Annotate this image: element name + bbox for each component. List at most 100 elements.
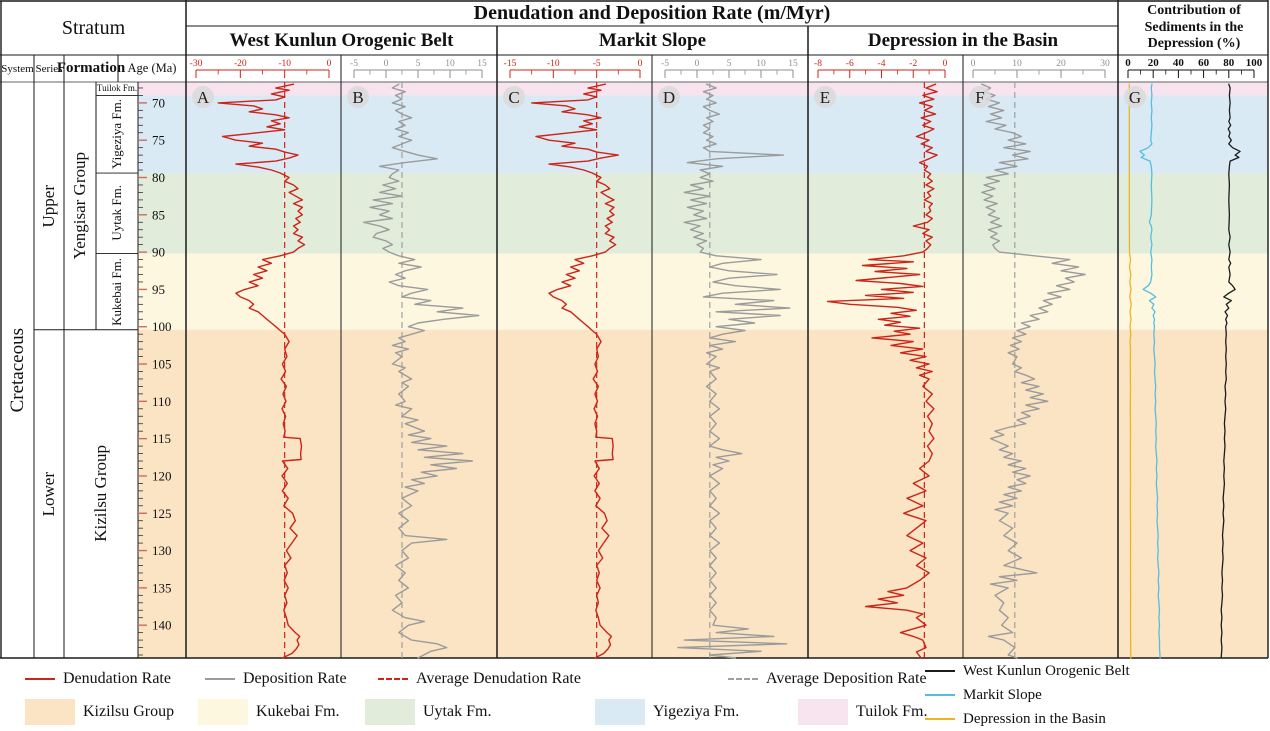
panel-badge-circle: [658, 86, 680, 108]
legend-line-swatch: [25, 678, 55, 680]
panel-badge-circle: [347, 86, 369, 108]
scale-tick-label: -20: [234, 59, 247, 69]
scale-tick-label: -4: [878, 59, 886, 69]
legend-label: Deposition Rate: [243, 670, 347, 687]
scale-tick-label: 5: [727, 59, 732, 69]
legend-line-swatch: [925, 670, 955, 672]
group-title-depression: Depression in the Basin: [867, 29, 1059, 51]
panel-badge-circle: [814, 86, 836, 108]
panel-badge-A: A: [197, 88, 210, 107]
scale-tick-label: 15: [788, 59, 798, 69]
main-title: Denudation and Deposition Rate (m/Myr): [473, 1, 831, 24]
legend-label: West Kunlun Orogenic Belt: [963, 662, 1130, 679]
scale-tick-label: 10: [445, 59, 455, 69]
legend-label: Uytak Fm.: [423, 703, 492, 720]
legend-color-swatch: [595, 699, 645, 725]
age-tick-label: 90: [152, 245, 165, 260]
series-deposition-rate: [677, 83, 791, 659]
legend-label: Yigeziya Fm.: [653, 703, 740, 720]
group-title-west-kunlun: West Kunlun Orogenic Belt: [229, 29, 454, 51]
scale-tick-label: 60: [1198, 57, 1210, 69]
panel-badge-B: B: [352, 88, 363, 107]
column-header-system: System: [1, 62, 34, 75]
legend-item: Denudation Rate: [25, 668, 171, 690]
series-depression-in-the-basin: [1128, 83, 1132, 659]
legend-label: Tuilok Fm.: [856, 703, 928, 720]
age-tick-label: 120: [152, 468, 172, 483]
legend-item: West Kunlun Orogenic Belt: [925, 660, 1130, 682]
legend-item: Deposition Rate: [205, 668, 347, 690]
legend-line-swatch: [378, 678, 408, 680]
column-header-formation: Formation: [56, 60, 126, 76]
legend-item-formation: Yigeziya Fm.: [595, 698, 739, 726]
scale-tick-label: 30: [1100, 59, 1110, 69]
legend-line-swatch: [925, 694, 955, 696]
age-tick-label: 85: [152, 207, 165, 222]
legend-item: Depression in the Basin: [925, 708, 1106, 730]
series-markit-slope: [1139, 83, 1161, 659]
scale-tick-label: -6: [846, 59, 854, 69]
scale-tick-label: 0: [943, 59, 948, 69]
scale-tick-label: -5: [661, 59, 669, 69]
scale-tick-label: 0: [384, 59, 389, 69]
age-tick-label: 115: [152, 431, 171, 446]
scale-tick-label: -5: [350, 59, 358, 69]
panel-badge-G: G: [1129, 88, 1141, 107]
scale-tick-label: -15: [504, 59, 517, 69]
legend-color-swatch: [25, 699, 75, 725]
band-kukebai-fm-: [138, 253, 1268, 330]
series-west-kunlun-orogenic-belt: [1220, 83, 1241, 659]
legend-item: Markit Slope: [925, 684, 1042, 706]
legend-label: Average Denudation Rate: [416, 670, 581, 687]
age-tick-label: 105: [152, 357, 172, 372]
band-kizilsu-group: [138, 329, 1268, 658]
legend-item: Average Denudation Rate: [378, 668, 581, 690]
group-title-markit-slope: Markit Slope: [598, 29, 707, 51]
age-tick-label: 80: [152, 170, 165, 185]
panel-badge-F: F: [975, 88, 984, 107]
legend-label: Markit Slope: [963, 686, 1042, 703]
panel-badge-circle: [503, 86, 525, 108]
scale-tick-label: 40: [1173, 57, 1185, 69]
legend-item-formation: Uytak Fm.: [365, 698, 491, 726]
scale-tick-label: 5: [416, 59, 421, 69]
panel-badge-E: E: [820, 88, 830, 107]
scale-tick-label: -10: [278, 59, 291, 69]
series-deposition-rate: [981, 83, 1086, 659]
scale-tick-label: 0: [971, 59, 976, 69]
formation-cell-tuilok: Tuilok Fm.: [96, 82, 138, 95]
panel-badge-circle: [969, 86, 991, 108]
scale-tick-label: 0: [327, 59, 332, 69]
scale-tick-label: 0: [1125, 57, 1131, 69]
scale-tick-label: -5: [593, 59, 601, 69]
legend-line-swatch: [205, 678, 235, 680]
series-denudation-rate: [531, 83, 619, 659]
scale-tick-label: 0: [638, 59, 643, 69]
legend-line-swatch: [925, 718, 955, 720]
age-tick-label: 130: [152, 543, 172, 558]
legend-label: Kizilsu Group: [83, 703, 175, 720]
scale-tick-label: -10: [547, 59, 560, 69]
age-tick-label: 110: [152, 394, 171, 409]
band-uytak-fm-: [138, 173, 1268, 254]
legend-label: Depression in the Basin: [963, 710, 1106, 727]
right-panel-title: Contribution of Sediments in the Depress…: [1144, 2, 1244, 52]
scale-tick-label: 20: [1056, 59, 1066, 69]
age-tick-label: 75: [152, 133, 165, 148]
scale-tick-label: 10: [756, 59, 766, 69]
scale-tick-label: 100: [1246, 57, 1263, 69]
legend-color-swatch: [798, 699, 848, 725]
column-header-age: Age (Ma): [127, 61, 177, 75]
scale-tick-label: 80: [1223, 57, 1235, 69]
legend-label: Denudation Rate: [63, 670, 171, 687]
panel-badge-circle: [1124, 86, 1146, 108]
age-tick-label: 95: [152, 282, 165, 297]
series-denudation-rate: [826, 83, 938, 659]
age-tick-label: 70: [152, 95, 165, 110]
series-denudation-rate: [217, 83, 306, 659]
legend-item: Average Deposition Rate: [728, 668, 927, 690]
age-tick-label: 100: [152, 319, 172, 334]
scale-tick-label: -2: [909, 59, 917, 69]
